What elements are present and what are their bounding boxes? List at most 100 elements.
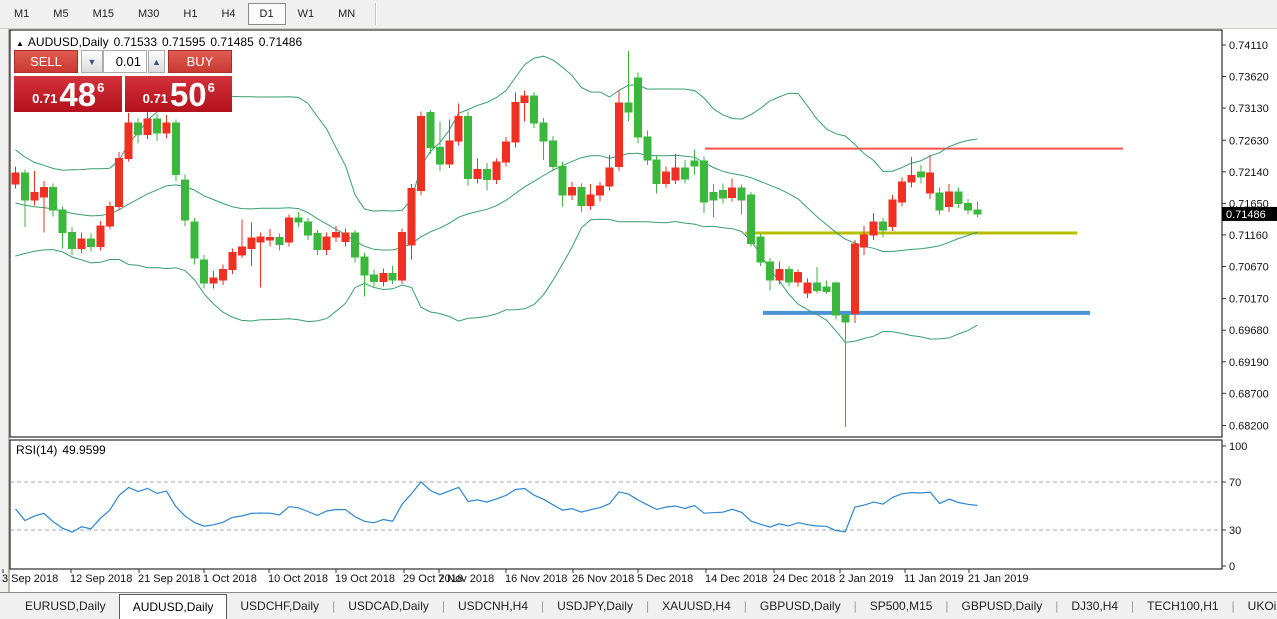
timeframe-button-h4[interactable]: H4 <box>221 8 236 20</box>
date-axis: 3 Sep 2018 12 Sep 2018 21 Sep 2018 1 Oct 20… <box>2 569 1029 585</box>
timeframe-button-m15[interactable]: M15 <box>92 8 114 20</box>
sell-price-sup: 6 <box>97 80 105 95</box>
current-price-label: 0.71486 <box>1226 209 1266 221</box>
date-tick-label: 5 Dec 2018 <box>637 573 693 585</box>
chart-tab-gbpusd-daily[interactable]: GBPUSD,Daily <box>961 599 1043 613</box>
tab-separator: | <box>1055 599 1059 613</box>
rsi-tick-label: 0 <box>1229 561 1235 573</box>
chart-tab-ukoil-h1[interactable]: UKOil,H1 <box>1247 599 1277 613</box>
rsi-tick-label: 100 <box>1229 441 1247 453</box>
tab-separator: | <box>645 599 650 613</box>
symbol-title: AUDUSD,Daily <box>27 35 109 49</box>
ohlc-open: 0.71533 <box>113 35 157 49</box>
price-tick-label: 0.68700 <box>1229 388 1269 400</box>
chart-tab-usdcad-daily[interactable]: USDCAD,Daily <box>348 599 429 613</box>
buy-price-prefix: 0.71 <box>142 91 168 106</box>
sell-price-box[interactable]: 0.71 48 6 <box>14 76 122 112</box>
rsi-indicator-label: RSI(14) 49.9599 <box>16 443 111 457</box>
ohlc-close: 0.71486 <box>258 35 303 49</box>
rsi-tick-label: 30 <box>1229 525 1241 537</box>
chart-tab-gbpusd-daily[interactable]: GBPUSD,Daily <box>759 599 841 613</box>
price-tick-label: 0.74110 <box>1229 40 1268 52</box>
date-tick-label: 10 Oct 2018 <box>268 573 328 585</box>
rsi-plot-frame <box>9 439 1223 570</box>
chart-tab-usdcnh-h4[interactable]: USDCNH,H4 <box>458 599 529 613</box>
rsi-line <box>15 481 978 533</box>
price-tick-label: 0.70670 <box>1229 261 1269 273</box>
timeframe-button-m30[interactable]: M30 <box>137 8 160 20</box>
timeframe-button-m5[interactable]: M5 <box>53 8 69 20</box>
rsi-value: 49.9599 <box>62 443 106 457</box>
bollinger-lower-band <box>15 218 978 343</box>
date-tick-label: 21 Sep 2018 <box>138 573 200 585</box>
chart-tab-audusd-daily[interactable]: AUDUSD,Daily <box>118 594 228 619</box>
rsi-tick-label: 70 <box>1229 477 1241 489</box>
sell-button[interactable]: SELL <box>14 50 78 73</box>
tab-separator: | <box>1131 599 1135 613</box>
chart-tab-eurusd-daily[interactable]: EURUSD,Daily <box>25 599 106 613</box>
volume-input[interactable]: 0.01 <box>103 50 147 73</box>
date-tick-label: 19 Oct 2018 <box>335 573 395 585</box>
tab-separator: | <box>853 599 857 613</box>
date-tick-label: 11 Jan 2019 <box>904 573 964 585</box>
date-tick-label: 14 Dec 2018 <box>705 573 767 585</box>
chart-workspace: 0.74110 0.73620 0.73130 0.72630 0.72140 0.71 6… <box>0 29 1277 592</box>
volume-increase-button[interactable]: ▲ <box>148 50 165 73</box>
tab-separator: | <box>441 599 445 613</box>
timeframe-button-m1[interactable]: M1 <box>14 8 30 20</box>
timeframe-button-h1[interactable]: H1 <box>183 8 198 20</box>
chart-tab-bar: EURUSD,Daily AUDUSD,Daily USDCHF,Daily | USD… <box>0 592 1277 619</box>
candles-layer <box>11 50 982 427</box>
chart-tab-xauusd-h4[interactable]: XAUUSD,H4 <box>662 599 731 613</box>
rsi-plot-layer <box>11 481 1221 533</box>
price-tick-label: 0.73130 <box>1229 103 1269 115</box>
price-tick-label: 0.69680 <box>1229 325 1269 337</box>
price-axis: 0.741100.736200.731300.726300.721400.716… <box>1222 40 1277 433</box>
buy-button[interactable]: BUY <box>168 50 232 73</box>
date-tick-label: 21 Jan 2019 <box>968 573 1029 585</box>
ohlc-high: 0.71595 <box>162 35 206 49</box>
tab-separator: | <box>743 599 747 613</box>
chart-tab-usdjpy-daily[interactable]: USDJPY,Daily <box>557 599 633 613</box>
sell-price-big: 48 <box>59 76 97 113</box>
rsi-axis: 100 70 30 0 <box>1222 441 1247 573</box>
timeframe-button-d1[interactable]: D1 <box>247 3 286 25</box>
one-click-trade-panel: SELL ▼ 0.01 ▲ BUY 0.71 48 6 0.71 50 6 <box>14 50 232 112</box>
buy-price-box[interactable]: 0.71 50 6 <box>124 76 232 113</box>
chart-tab-dj30-h4[interactable]: DJ30,H4 <box>1071 599 1119 613</box>
date-tick-label: 1 Oct 2018 <box>203 573 257 585</box>
price-tick-label: 0.70170 <box>1229 294 1269 306</box>
toolbar-separator <box>375 3 378 25</box>
price-tick-label: 0.73620 <box>1229 72 1269 84</box>
sell-price-prefix: 0.71 <box>32 91 58 106</box>
tab-separator: | <box>945 599 949 613</box>
buy-price-sup: 6 <box>207 80 215 95</box>
price-tick-label: 0.71160 <box>1229 230 1268 242</box>
timeframe-toolbar: M1 M5 M15 M30 H1 H4 D1 W1 MN <box>0 0 1277 29</box>
tab-separator: | <box>332 599 336 613</box>
rsi-name: RSI(14) <box>16 443 58 457</box>
current-price-tag <box>1222 206 1277 221</box>
timeframe-button-w1[interactable]: W1 <box>297 8 315 20</box>
timeframe-button-mn[interactable]: MN <box>338 8 356 20</box>
date-tick-label: 12 Sep 2018 <box>70 573 132 585</box>
chart-tab-usdchf-daily[interactable]: USDCHF,Daily <box>240 599 320 613</box>
symbol-ohlc-line: ▲ AUDUSD,Daily 0.71533 0.71595 0.71485 0.7148… <box>16 35 307 49</box>
chart-tab-tech100-h1[interactable]: TECH100,H1 <box>1147 599 1219 613</box>
date-tick-label: 2 Jan 2019 <box>839 573 893 585</box>
price-tick-label: 0.68200 <box>1229 421 1269 433</box>
date-tick-label: 16 Nov 2018 <box>505 573 567 585</box>
price-tick-label: 0.72630 <box>1229 135 1269 147</box>
date-tick-label: 26 Nov 2018 <box>572 573 634 585</box>
date-tick-label: 7 Nov 2018 <box>438 573 494 585</box>
bollinger-middle-band <box>15 152 978 253</box>
tab-separator: | <box>1231 599 1235 613</box>
price-chart[interactable]: 0.74110 0.73620 0.73130 0.72630 0.72140 0.71 6… <box>0 29 1277 592</box>
tab-separator: | <box>541 599 545 613</box>
chart-tab-sp500-m15[interactable]: SP500,M15 <box>869 599 933 613</box>
volume-decrease-button[interactable]: ▼ <box>81 50 103 73</box>
price-tick-label: 0.69190 <box>1229 357 1269 369</box>
buy-price-big: 50 <box>169 76 207 113</box>
main-plot-layer <box>11 50 1123 427</box>
